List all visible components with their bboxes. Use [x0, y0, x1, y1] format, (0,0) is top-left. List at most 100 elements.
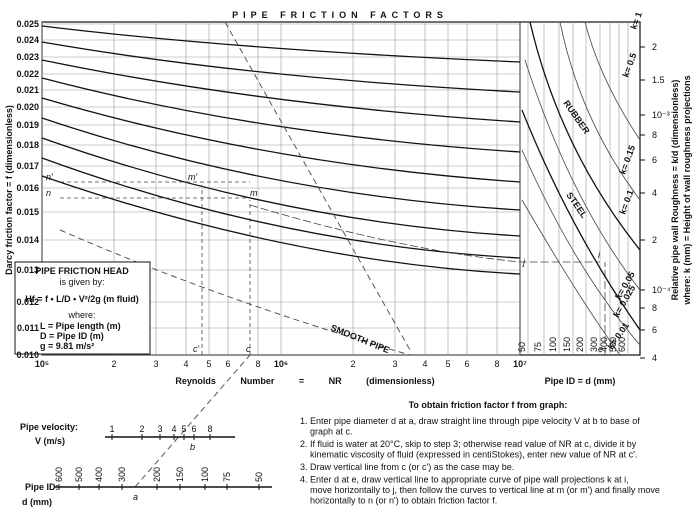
y-axis-label: Darcy friction factor = f (dimensionless… [4, 105, 14, 275]
box-text: D = Pipe ID (m) [40, 331, 104, 341]
box-text: L = Pipe length (m) [40, 321, 121, 331]
roughness-curves [521, 21, 641, 356]
roughness-tick-label: 2 [652, 235, 657, 245]
y-tick-label: 0.011 [17, 323, 39, 333]
point-label: j [522, 257, 526, 267]
x-tick-label: 8 [255, 359, 260, 369]
box-title: PIPE FRICTION HEAD [35, 266, 129, 276]
curve [524, 59, 641, 291]
point-label: n [46, 188, 51, 198]
x-tick-label: 10⁷ [513, 359, 527, 369]
x-tick-label: 2 [350, 359, 355, 369]
diameter-tick-label: 75 [222, 472, 232, 482]
rubber-curve [529, 21, 641, 251]
roughness-axis-note: where: k (mm) = Height of wall roughness… [682, 75, 692, 305]
curve-label: k= 0.5 [620, 52, 638, 79]
roughness-tick-label: 4 [652, 188, 657, 198]
roughness-tick-label: 10⁻⁴ [652, 285, 671, 295]
box-text: where: [67, 310, 95, 320]
guide-line [134, 354, 251, 488]
velocity-tick-label: 6 [191, 424, 196, 434]
curve [521, 149, 641, 346]
y-tick-label: 0.016 [16, 183, 39, 193]
velocity-tick-label: 5 [181, 424, 186, 434]
guide-line [224, 21, 411, 351]
x-tick-label: 10⁶ [274, 359, 288, 369]
y-tick-label: 0.019 [16, 120, 39, 130]
box-text: g = 9.81 m/s² [40, 341, 94, 351]
x-tick-label: 5 [206, 359, 211, 369]
x-tick-label: 6 [225, 359, 230, 369]
velocity-tick-label: 3 [157, 424, 162, 434]
scale-label: Pipe ID: [25, 482, 59, 492]
y-tick-label: 0.013 [16, 265, 39, 275]
y-tick-label: 0.015 [16, 207, 39, 217]
x-axis-label: Reynolds Number = NR (dimensionless) [175, 376, 434, 386]
roughness-axis-label: Relative pipe wall Roughness = k/d (dime… [670, 80, 680, 301]
steel-curve [521, 109, 641, 331]
y-tick-label: 0.024 [16, 35, 39, 45]
pipe-id-tick-label: 600 [617, 337, 627, 352]
point-label: c' [193, 344, 200, 354]
formula-box [14, 261, 151, 355]
x-tick-label: 2 [111, 359, 116, 369]
roughness-tick-label: 6 [652, 325, 657, 335]
diameter-tick-label: 200 [152, 467, 162, 482]
roughness-tick-label: 10⁻³ [652, 110, 670, 120]
diameter-tick-label: 600 [54, 467, 64, 482]
curve [41, 117, 521, 211]
roughness-tick-label: 4 [652, 353, 657, 363]
instruction-line: 4. Enter d at e, draw vertical line to a… [300, 475, 629, 485]
curve [41, 137, 521, 237]
velocity-tick-label: 2 [139, 424, 144, 434]
instruction-line: move horizontally to j, then follow the … [310, 485, 660, 495]
y-tick-label: 0.021 [16, 85, 39, 95]
velocity-tick-label: 1 [109, 424, 114, 434]
pipe-id-tick-label: 200 [575, 337, 585, 352]
pipe-id-tick-label: 150 [562, 337, 572, 352]
scale-label: Pipe velocity: [20, 422, 78, 432]
point-label: e [598, 344, 603, 354]
curve [559, 21, 641, 201]
x-tick-label: 3 [392, 359, 397, 369]
y-tick-label: 0.014 [16, 235, 39, 245]
pipe-id-tick-label: 500 [608, 337, 618, 352]
diameter-tick-label: 300 [117, 467, 127, 482]
diameter-tick-label: 400 [94, 467, 104, 482]
instruction-line: graph at c. [310, 427, 353, 437]
point-label: i [598, 250, 601, 260]
y-tick-label: 0.022 [16, 69, 39, 79]
curve [584, 21, 641, 141]
diameter-tick-label: 150 [175, 467, 185, 482]
pipe-id-axis-label: Pipe ID = d (mm) [545, 376, 616, 386]
curve [521, 199, 621, 356]
pipe-id-tick-label: 75 [533, 342, 543, 352]
x-tick-label: 3 [153, 359, 158, 369]
roughness-tick-label: 8 [652, 130, 657, 140]
pipe-id-tick-label: 50 [517, 342, 527, 352]
x-tick-label: 5 [445, 359, 450, 369]
x-tick-label: 10⁵ [35, 359, 49, 369]
curve [41, 25, 521, 63]
box-text: is given by: [59, 277, 104, 287]
curve [41, 77, 521, 153]
y-tick-label: 0.023 [16, 52, 39, 62]
smooth-pipe-curve [59, 229, 411, 356]
point-label: n' [46, 172, 53, 182]
curve-label: k= 0.1 [617, 189, 635, 216]
instruction-line: 2. If fluid is water at 20°C, skip to st… [300, 439, 637, 449]
instruction-line: kinematic viscosity of fluid (expressed … [310, 450, 637, 460]
curve-label: k= 0.15 [617, 144, 637, 176]
instruction-line: 3. Draw vertical line from c (or c') as … [300, 462, 514, 472]
roughness-tick-label: 1.5 [652, 75, 665, 85]
point-label: a [133, 492, 138, 502]
point-label: m' [188, 172, 197, 182]
point-label: c [246, 344, 251, 354]
diameter-tick-label: 100 [200, 467, 210, 482]
title: PIPE FRICTION FACTORS [232, 10, 448, 20]
pipe-id-tick-label: 400 [599, 337, 609, 352]
curve-label: k= 1 [628, 11, 643, 31]
pipe-id-tick-label: 100 [548, 337, 558, 352]
velocity-tick-label: 8 [207, 424, 212, 434]
y-tick-label: 0.018 [16, 140, 39, 150]
